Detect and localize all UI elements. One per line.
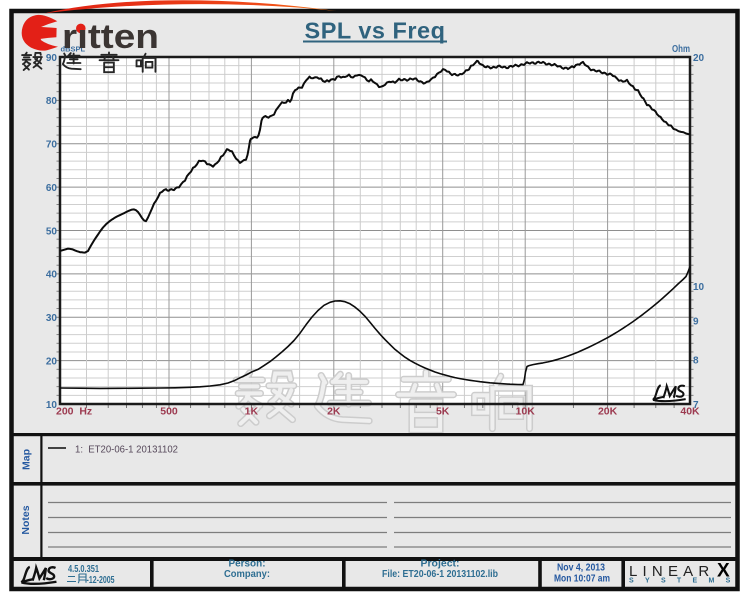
svg-text:40: 40 [46,270,58,281]
svg-text:Mon 10:07 am: Mon 10:07 am [554,573,610,585]
svg-text:LINEAR: LINEAR [629,563,714,580]
svg-text:-12-2005: -12-2005 [87,575,115,586]
svg-text:8: 8 [693,356,699,367]
svg-text:200 Hz: 200 Hz [56,406,92,418]
svg-text:7: 7 [693,400,699,411]
svg-text:20K: 20K [598,406,618,418]
svg-text:60: 60 [46,183,58,194]
svg-text:30: 30 [46,313,58,324]
svg-text:70: 70 [46,140,58,151]
svg-text:Ohm: Ohm [672,43,690,55]
svg-text:dBSPL: dBSPL [61,45,86,54]
svg-text:Map: Map [21,449,33,470]
svg-text:50: 50 [46,226,58,237]
svg-text:SYSTEMS: SYSTEMS [629,578,742,585]
svg-text:10: 10 [693,282,705,293]
svg-text:20: 20 [693,53,705,64]
svg-text:File: ET20-06-1 20131102.lib: File: ET20-06-1 20131102.lib [382,569,498,580]
svg-text:80: 80 [46,96,58,107]
svg-text:X: X [717,561,730,582]
svg-text:500: 500 [160,406,178,418]
svg-text:SPL vs Freq: SPL vs Freq [305,18,446,44]
svg-text:Project:: Project: [421,559,460,570]
svg-text:1K: 1K [245,406,259,418]
svg-text:4.5.0.351: 4.5.0.351 [68,564,99,575]
svg-text:9: 9 [693,317,699,328]
svg-text:rıtten: rıtten [62,18,159,56]
svg-text:20: 20 [46,356,58,367]
svg-text:40K: 40K [680,406,700,418]
svg-text:Notes: Notes [20,505,32,534]
svg-text:Person:: Person: [229,559,266,570]
svg-text:2K: 2K [327,406,341,418]
svg-text:90: 90 [46,53,58,64]
svg-text:1: ET20-06-1 20131102: 1: ET20-06-1 20131102 [75,444,178,456]
svg-text:Company:: Company: [224,569,270,580]
svg-text:5K: 5K [436,406,450,418]
svg-text:Nov 4, 2013: Nov 4, 2013 [557,562,605,574]
svg-text:10K: 10K [516,406,536,418]
svg-text:10: 10 [46,400,58,411]
